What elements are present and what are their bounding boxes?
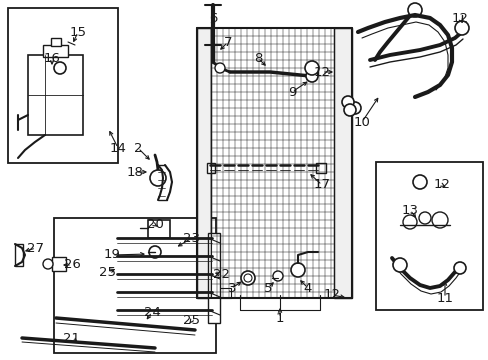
Text: 24: 24 (143, 306, 160, 319)
Bar (148, 220, 170, 238)
Circle shape (215, 63, 224, 73)
Text: 12: 12 (450, 12, 468, 24)
Circle shape (43, 259, 53, 269)
Text: 3: 3 (227, 282, 236, 294)
Bar (15, 244, 23, 266)
Circle shape (305, 70, 317, 82)
Text: 7: 7 (224, 36, 232, 49)
Circle shape (150, 170, 165, 186)
Circle shape (341, 96, 353, 108)
Circle shape (272, 271, 283, 281)
Bar (315, 163, 325, 173)
Circle shape (402, 215, 416, 229)
Circle shape (241, 271, 254, 285)
Circle shape (412, 175, 426, 189)
Text: 13: 13 (401, 203, 418, 216)
Bar (197, 28, 210, 298)
Circle shape (244, 274, 251, 282)
Bar (210, 288, 230, 298)
Text: 17: 17 (313, 179, 330, 192)
Text: 16: 16 (43, 51, 61, 64)
Text: 20: 20 (146, 219, 163, 231)
Circle shape (453, 262, 465, 274)
Text: 15: 15 (69, 26, 86, 39)
Bar (54, 218, 216, 353)
Circle shape (392, 258, 406, 272)
Circle shape (454, 21, 468, 35)
Bar (333, 28, 351, 298)
Circle shape (343, 104, 355, 116)
Text: 25: 25 (99, 266, 116, 279)
Text: 25: 25 (183, 314, 200, 327)
Text: 26: 26 (63, 258, 80, 271)
Text: 4: 4 (303, 282, 311, 294)
Circle shape (348, 102, 360, 114)
Text: 27: 27 (27, 242, 44, 255)
Text: 14: 14 (109, 141, 126, 154)
Text: 8: 8 (253, 51, 262, 64)
Bar (51, 38, 61, 46)
Bar (375, 162, 482, 310)
Text: 19: 19 (103, 248, 120, 261)
Text: 1: 1 (275, 311, 284, 324)
Circle shape (418, 212, 430, 224)
Circle shape (290, 263, 305, 277)
Bar (28, 55, 83, 135)
Text: 12: 12 (313, 66, 330, 78)
Text: 22: 22 (213, 269, 230, 282)
Text: 18: 18 (126, 166, 143, 179)
Circle shape (431, 212, 447, 228)
Bar (8, 8, 118, 163)
Text: 9: 9 (287, 85, 296, 99)
Circle shape (54, 62, 66, 74)
Bar (206, 163, 215, 173)
Text: 2: 2 (134, 141, 142, 154)
Text: 12: 12 (433, 179, 449, 192)
Circle shape (149, 246, 161, 258)
Text: 12: 12 (323, 288, 340, 302)
Text: 6: 6 (208, 12, 217, 24)
Text: 10: 10 (353, 116, 370, 129)
Bar (52, 257, 66, 271)
Text: 23: 23 (183, 231, 200, 244)
Circle shape (407, 3, 421, 17)
Text: 5: 5 (263, 282, 272, 294)
Text: 11: 11 (436, 292, 452, 305)
Bar (43, 45, 68, 57)
Bar (207, 233, 220, 323)
Circle shape (305, 61, 318, 75)
Text: 21: 21 (63, 332, 81, 345)
